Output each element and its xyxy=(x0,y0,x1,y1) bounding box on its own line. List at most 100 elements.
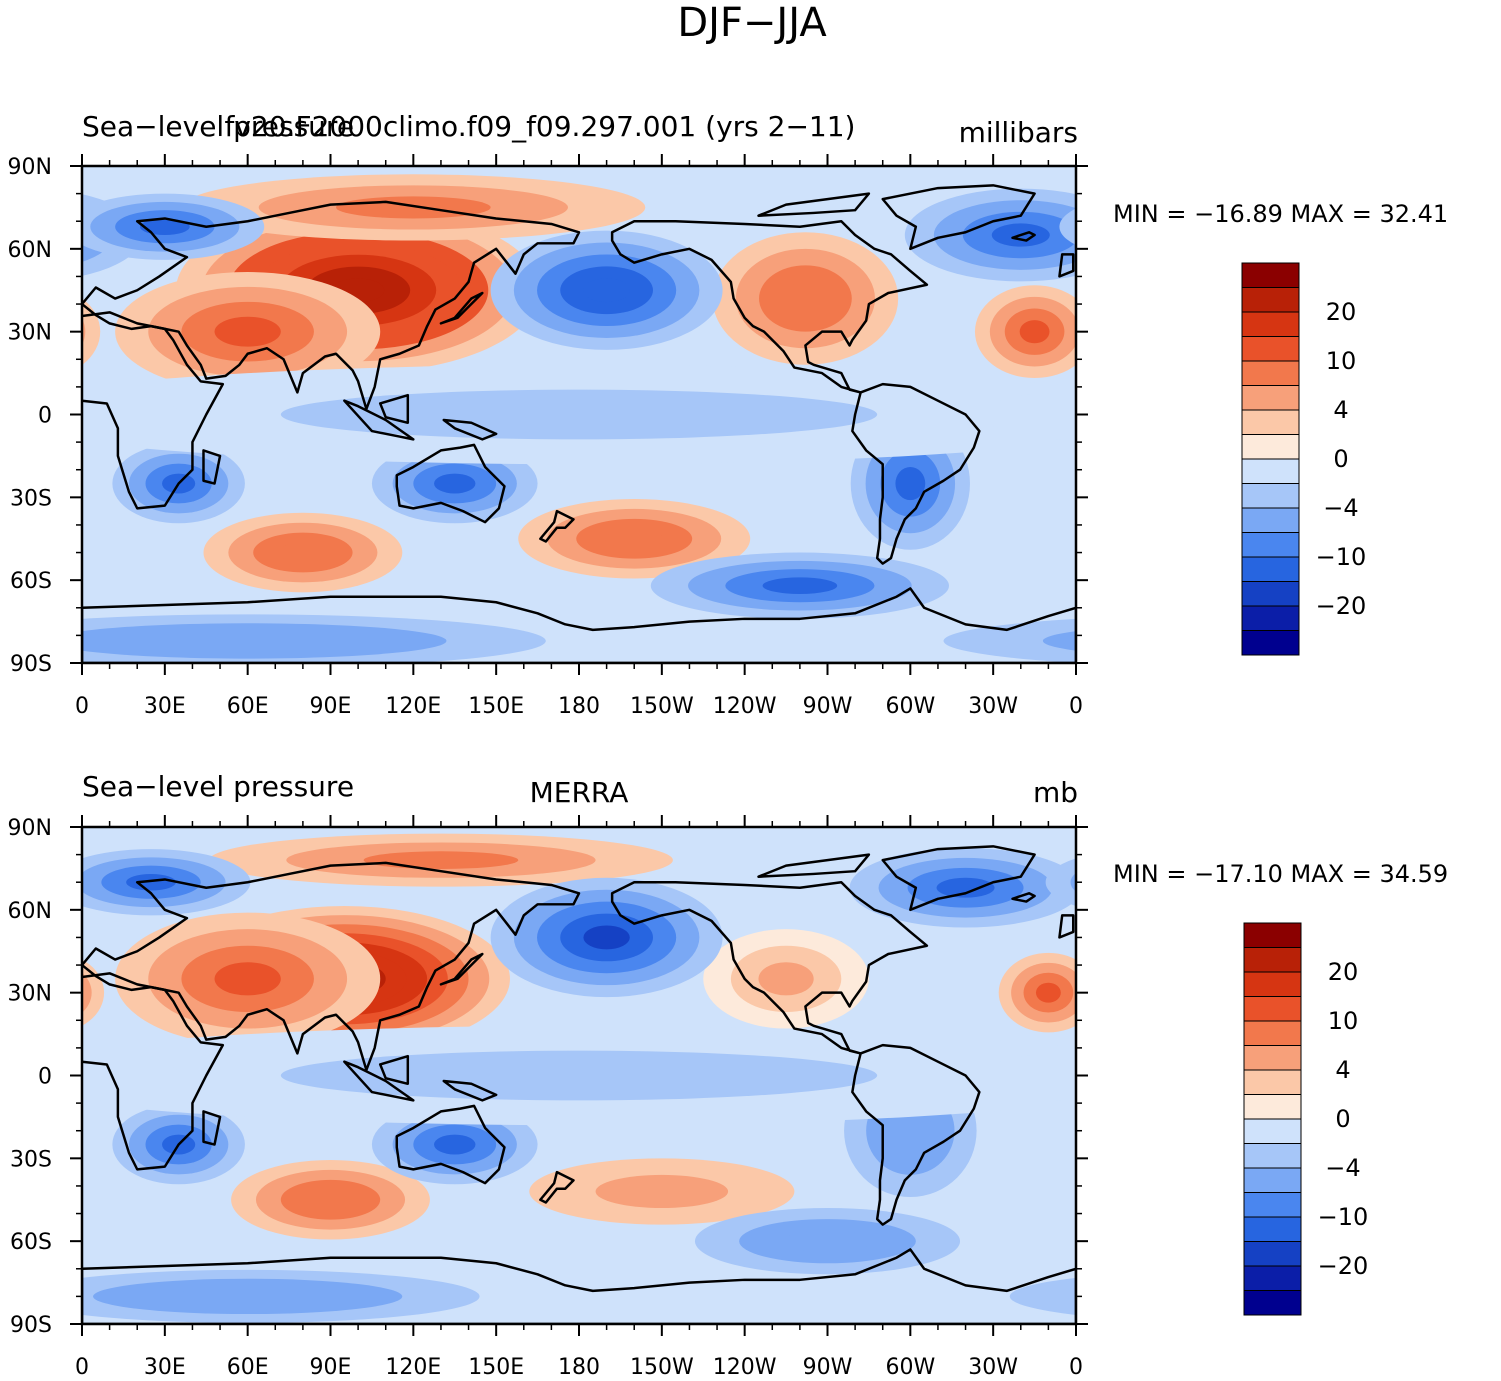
colorbar-box xyxy=(1241,556,1300,582)
x-tick-label: 150W xyxy=(630,694,694,719)
pressure-anomaly-12 xyxy=(895,466,926,501)
pressure-anomaly-13 xyxy=(783,1230,872,1253)
colorbar-label: 20 xyxy=(1328,958,1359,986)
pressure-anomaly-10 xyxy=(1156,1135,1189,1155)
panel-1-title-center: fv20.F2000climo.f09_f09.297.001 (yrs 2−1… xyxy=(225,110,856,143)
x-tick-label: 60W xyxy=(885,1355,935,1380)
panel-2-axes: 0 30E 60E 90E 120E 150E 180 150W 120W 90W 60W 30W 09… xyxy=(8,815,1088,1380)
pressure-anomaly-15 xyxy=(1275,390,1501,440)
x-tick-label: 30W xyxy=(968,1355,1018,1380)
x-tick-label: 60E xyxy=(227,694,269,719)
colorbar-label: −20 xyxy=(1316,592,1367,620)
colorbar-box xyxy=(1241,605,1300,631)
y-tick-label: 60S xyxy=(10,569,52,594)
x-tick-label: 90W xyxy=(803,694,853,719)
panel-2-title-left: Sea−level pressure xyxy=(82,770,354,803)
colorbar-box xyxy=(1243,922,1302,948)
pressure-anomaly-13 xyxy=(762,577,838,594)
pressure-anomaly-4 xyxy=(1035,982,1061,1003)
colorbar-label: 0 xyxy=(1333,445,1348,473)
y-tick-label: 90S xyxy=(10,1313,52,1338)
colorbar-label: 4 xyxy=(1333,396,1348,424)
colorbar-box xyxy=(1243,996,1302,1022)
pressure-anomaly-8 xyxy=(305,1189,356,1210)
pressure-anomaly-2 xyxy=(363,851,519,869)
colorbar-box xyxy=(1241,507,1300,533)
colorbar-box xyxy=(1241,630,1300,656)
colorbar-box xyxy=(1241,262,1300,288)
colorbar-box xyxy=(1243,1290,1302,1316)
pressure-anomaly-8 xyxy=(278,542,328,563)
colorbar-box xyxy=(1241,483,1300,509)
pressure-anomaly-14 xyxy=(1042,631,1076,651)
colorbar-label: 4 xyxy=(1335,1056,1350,1084)
colorbar-box xyxy=(1243,1192,1302,1218)
pressure-anomaly-5 xyxy=(1485,878,1501,997)
pressure-anomaly-10 xyxy=(1156,474,1189,494)
pressure-anomaly-4 xyxy=(82,972,92,1013)
colorbar-label: −4 xyxy=(1323,494,1358,522)
pressure-anomaly-14 xyxy=(1009,1277,1076,1315)
pressure-anomaly-14 xyxy=(148,632,348,650)
x-tick-label: 30E xyxy=(144,694,186,719)
colorbar-label: −20 xyxy=(1318,1252,1369,1280)
pressure-anomaly-10 xyxy=(1106,444,1239,524)
colorbar-box xyxy=(1241,360,1300,386)
pressure-anomaly-7 xyxy=(1045,858,1076,907)
colorbar-box xyxy=(1241,581,1300,607)
pressure-anomaly-10 xyxy=(1123,454,1222,514)
colorbar-box xyxy=(1243,1143,1302,1169)
pressure-anomaly-10 xyxy=(1140,464,1206,504)
pressure-anomaly-7 xyxy=(1070,872,1076,892)
y-tick-label: 30N xyxy=(8,321,52,346)
y-tick-label: 0 xyxy=(38,404,52,429)
pressure-anomaly-10 xyxy=(1140,1125,1206,1165)
x-tick-label: 120E xyxy=(385,1355,441,1380)
x-tick-label: 180 xyxy=(558,694,600,719)
x-tick-label: 0 xyxy=(75,694,89,719)
pressure-anomaly-7 xyxy=(1059,208,1076,246)
pressure-anomaly-1 xyxy=(1142,929,1341,1028)
x-tick-label: 90W xyxy=(803,1355,853,1380)
panel-1-title-right: millibars xyxy=(959,116,1078,149)
pressure-anomaly-11 xyxy=(1366,1105,1501,1185)
pressure-anomaly-7 xyxy=(126,873,176,891)
pressure-anomaly-6 xyxy=(936,877,995,898)
pressure-anomaly-14 xyxy=(170,1287,325,1306)
panel-2-colorbar: 20 10 4 0 −4 −10 −20 xyxy=(1243,922,1369,1316)
pressure-anomaly-5 xyxy=(583,925,630,950)
pressure-anomaly-15 xyxy=(976,1048,1076,1103)
pressure-anomaly-6 xyxy=(0,878,1,898)
pressure-anomaly-4 xyxy=(1019,320,1050,344)
pressure-anomaly-11 xyxy=(1366,444,1501,524)
colorbar-box xyxy=(1243,1118,1302,1144)
x-tick-label: 30E xyxy=(144,1355,186,1380)
y-tick-label: 30N xyxy=(8,982,52,1007)
colorbar-label: −10 xyxy=(1316,543,1367,571)
pressure-anomaly-11 xyxy=(434,1134,476,1155)
pressure-anomaly-11 xyxy=(434,473,476,494)
y-tick-label: 90N xyxy=(8,816,52,841)
panel-2-map xyxy=(0,827,1501,1324)
colorbar-box xyxy=(1241,434,1300,460)
colorbar-box xyxy=(1241,311,1300,337)
x-tick-label: 120W xyxy=(713,694,777,719)
x-tick-label: 150E xyxy=(468,1355,524,1380)
colorbar-box xyxy=(1243,1069,1302,1095)
colorbar-label: 20 xyxy=(1326,298,1357,326)
x-tick-label: 120E xyxy=(385,694,441,719)
pressure-anomaly-5 xyxy=(1485,231,1501,350)
colorbar-box xyxy=(1243,1045,1302,1071)
x-tick-label: 150W xyxy=(630,1355,694,1380)
colorbar-label: 10 xyxy=(1326,347,1357,375)
colorbar-box xyxy=(1243,1216,1302,1242)
x-tick-label: 150E xyxy=(468,694,524,719)
panel-1-colorbar: 20 10 4 0 −4 −10 −20 xyxy=(1241,262,1367,656)
panel-1-stats: MIN = −16.89 MAX = 32.41 xyxy=(1113,200,1448,228)
pressure-anomaly-11 xyxy=(1387,454,1501,514)
pressure-anomaly-9 xyxy=(605,528,664,549)
panel-2-title-right: mb xyxy=(1033,776,1078,809)
colorbar-box xyxy=(1241,336,1300,362)
panel-2-pressure-field xyxy=(0,833,1501,1323)
